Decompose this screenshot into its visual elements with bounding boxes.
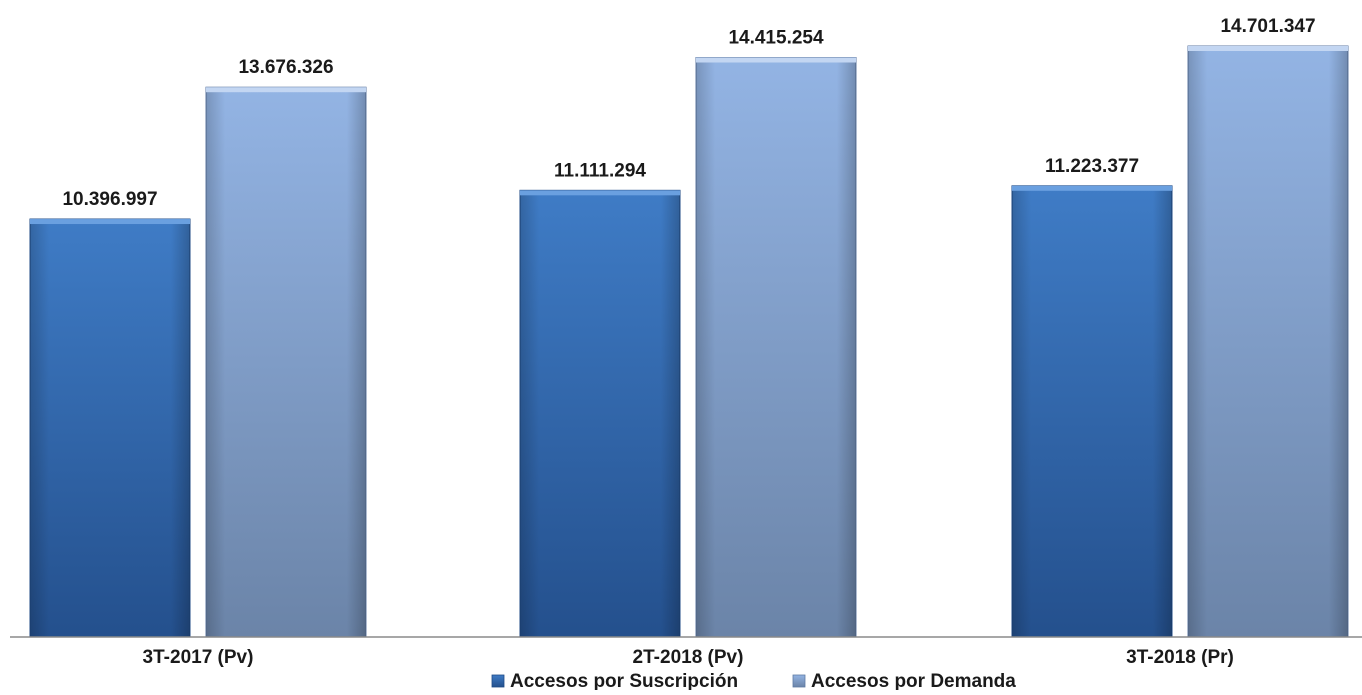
- bar-top-highlight: [696, 57, 856, 63]
- data-label: 13.676.326: [238, 57, 333, 78]
- legend-swatch-suscripcion: [491, 674, 505, 688]
- data-label: 14.701.347: [1220, 16, 1315, 37]
- x-axis-ticks: 3T-2017 (Pv) 2T-2018 (Pv) 3T-2018 (Pr): [143, 647, 1234, 668]
- bar-top-highlight: [1012, 185, 1172, 191]
- bars-layer: [29, 45, 1349, 638]
- data-label: 10.396.997: [62, 189, 157, 210]
- data-label: 11.223.377: [1045, 156, 1139, 177]
- bar-shade: [30, 219, 190, 638]
- x-tick-label: 3T-2018 (Pr): [1126, 647, 1234, 668]
- legend-label-suscripcion: Accesos por Suscripción: [510, 671, 738, 690]
- bar-top-highlight: [520, 190, 680, 196]
- bar-shade: [1012, 185, 1172, 637]
- bar-shade: [1188, 46, 1348, 637]
- bar-shade: [520, 190, 680, 637]
- x-tick-label: 3T-2017 (Pv): [143, 647, 254, 668]
- legend-swatch-demanda: [792, 674, 806, 688]
- legend-label-demanda: Accesos por Demanda: [811, 671, 1016, 690]
- legend: Accesos por Suscripción Accesos por Deman…: [491, 671, 1016, 692]
- bar-top-highlight: [1188, 46, 1348, 51]
- data-labels-layer: 10.396.997 13.676.326 11.111.294 14.415.254…: [62, 16, 1315, 210]
- data-label: 11.111.294: [554, 160, 646, 181]
- bar-shade: [696, 57, 856, 638]
- data-label: 14.415.254: [728, 28, 824, 49]
- bar-top-highlight: [206, 87, 366, 93]
- bar-shade: [206, 87, 366, 638]
- x-tick-label: 2T-2018 (Pv): [633, 647, 744, 668]
- bar-top-highlight: [30, 219, 190, 225]
